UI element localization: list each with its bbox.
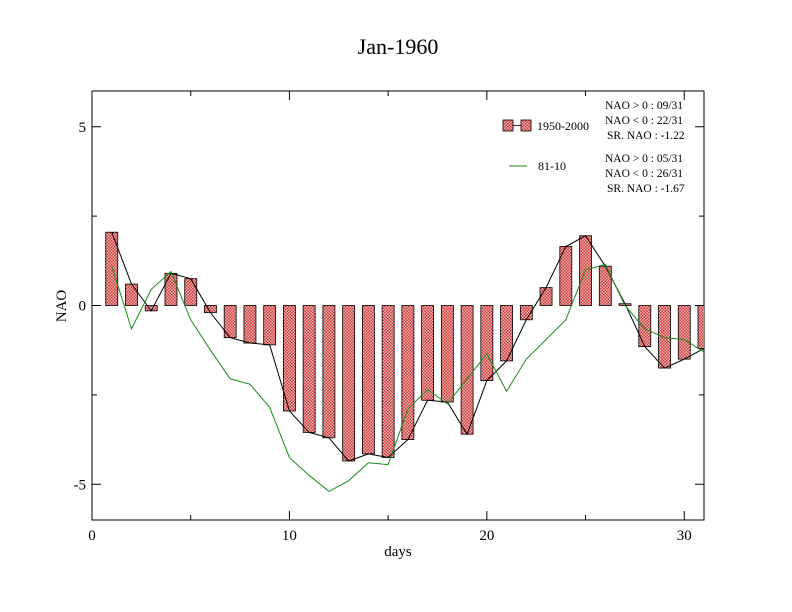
bar-day-15 [381,305,395,458]
bar-day-6 [204,305,217,314]
y-axis-label: NAO [54,290,70,323]
bar-day-31 [697,305,704,349]
legend-label-81-10: 81-10 [538,159,566,173]
axis-ticks: 0 10 20 30 -5 0 5 [74,91,704,544]
line-layer [111,232,704,492]
bar-day-4 [164,272,178,306]
stat-g2-positive: NAO > 0 : 05/31 [605,153,683,165]
stat-g1-negative: NAO < 0 : 22/31 [605,115,683,127]
bar-day-11 [302,305,316,433]
y-tick-label-0: 0 [79,299,87,315]
bar-day-8 [243,305,257,344]
stats-block: NAO > 0 : 09/31 NAO < 0 : 22/31 SR. NAO … [605,100,685,195]
bar-day-16 [401,305,415,440]
bar-day-5 [184,278,198,306]
bar-day-20 [480,305,494,381]
bar-day-9 [263,305,277,346]
bar-series-1950-2000 [105,231,704,462]
stat-g2-sr: SR. NAO : -1.67 [607,183,685,195]
line-1950-2000 [111,232,704,462]
bar-day-12 [322,305,336,439]
bar-day-2 [125,283,138,306]
line-81-10 [111,263,704,492]
bar-day-19 [460,305,474,435]
stat-g2-negative: NAO < 0 : 26/31 [605,168,683,180]
legend-label-1950-2000: 1950-2000 [537,119,589,133]
bar-day-14 [361,305,375,455]
stat-g1-sr: SR. NAO : -1.22 [607,130,685,142]
bar-day-23 [539,287,553,306]
x-tick-label-20: 20 [479,528,494,544]
chart-title: Jan-1960 [358,34,439,59]
bar-day-17 [421,305,435,401]
bar-day-13 [342,305,356,462]
x-axis-label: days [384,544,412,560]
y-tick-label-5: 5 [79,120,87,136]
legend-swatch-1950-2000 [502,119,514,132]
legend-swatch-1950-2000-b [520,119,532,132]
stat-g1-positive: NAO > 0 : 09/31 [605,100,683,112]
legend: 1950-2000 81-10 [502,119,589,173]
bar-day-29 [658,305,671,369]
bar-day-28 [638,305,652,348]
y-tick-label--5: -5 [74,477,87,493]
x-tick-label-0: 0 [88,528,96,544]
bar-day-18 [440,305,454,403]
bar-day-30 [677,305,691,360]
x-tick-label-10: 10 [282,528,297,544]
x-tick-label-30: 30 [677,528,692,544]
